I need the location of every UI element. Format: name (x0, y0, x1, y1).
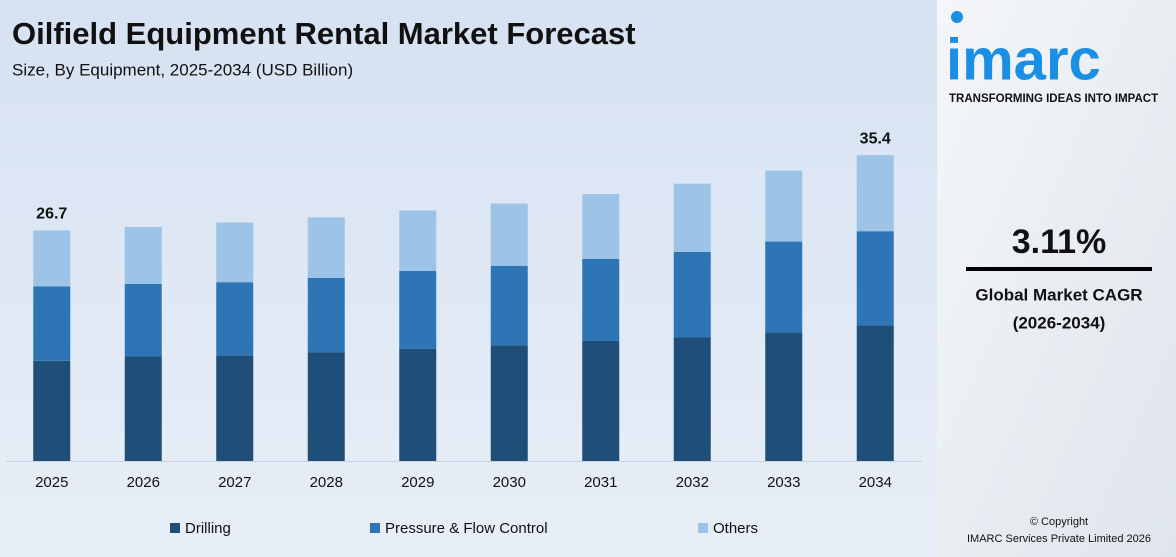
x-tick-label: 2027 (218, 474, 251, 491)
x-tick-label: 2032 (676, 474, 709, 491)
bar-segment (124, 283, 162, 357)
data-label: 26.7 (36, 206, 67, 223)
logo-dot (951, 11, 963, 23)
tagline: TRANSFORMING IDEAS INTO IMPACT (949, 93, 1158, 105)
bar-segment (216, 355, 254, 461)
bar-segment (216, 282, 254, 356)
side-panel (937, 0, 1176, 557)
x-tick-label: 2028 (310, 474, 343, 491)
x-tick-label: 2030 (493, 474, 526, 491)
x-tick-label: 2025 (35, 474, 68, 491)
x-tick-label: 2034 (859, 474, 892, 491)
bar-segment (307, 352, 345, 461)
x-tick-label: 2029 (401, 474, 434, 491)
chart-subtitle: Size, By Equipment, 2025-2034 (USD Billi… (12, 60, 353, 79)
bar-segment (33, 230, 71, 287)
x-tick-label: 2026 (127, 474, 160, 491)
bar-segment (33, 286, 71, 361)
bar-segment (856, 155, 894, 232)
cagr-value: 3.11% (1012, 223, 1107, 261)
bar-segment (490, 265, 528, 346)
x-tick-label: 2033 (767, 474, 800, 491)
legend-swatch (370, 523, 380, 533)
bar-segment (124, 356, 162, 461)
legend-swatch (698, 523, 708, 533)
x-tick-label: 2031 (584, 474, 617, 491)
bar-segment (856, 325, 894, 461)
bar-segment (307, 217, 345, 278)
bar-segment (399, 210, 437, 271)
company: IMARC Services Private Limited 2026 (967, 533, 1151, 545)
legend-label: Others (713, 520, 758, 537)
bar-segment (582, 340, 620, 461)
bar-segment (216, 222, 254, 283)
bar-segment (582, 194, 620, 259)
bar-segment (490, 345, 528, 461)
bar-segment (673, 251, 711, 338)
data-label: 35.4 (860, 130, 891, 147)
cagr-label: Global Market CAGR (975, 285, 1142, 304)
cagr-rule (966, 267, 1152, 271)
legend-swatch (170, 523, 180, 533)
bar-segment (856, 231, 894, 326)
bar-segment (124, 226, 162, 284)
logo: imarc (946, 27, 1101, 92)
bar-segment (399, 348, 437, 461)
bar-segment (673, 183, 711, 252)
bar-segment (490, 203, 528, 266)
legend-label: Drilling (185, 520, 231, 537)
legend-label: Pressure & Flow Control (385, 520, 548, 537)
bar-segment (307, 277, 345, 353)
bar-segment (765, 241, 803, 333)
bar-segment (673, 337, 711, 461)
chart-title: Oilfield Equipment Rental Market Forecas… (12, 16, 636, 51)
copyright: © Copyright (1030, 516, 1088, 528)
bar-segment (33, 360, 71, 461)
bar-segment (582, 258, 620, 341)
bar-segment (765, 170, 803, 242)
bar-segment (399, 270, 437, 349)
bar-segment (765, 332, 803, 461)
cagr-period: (2026-2034) (1013, 313, 1106, 332)
